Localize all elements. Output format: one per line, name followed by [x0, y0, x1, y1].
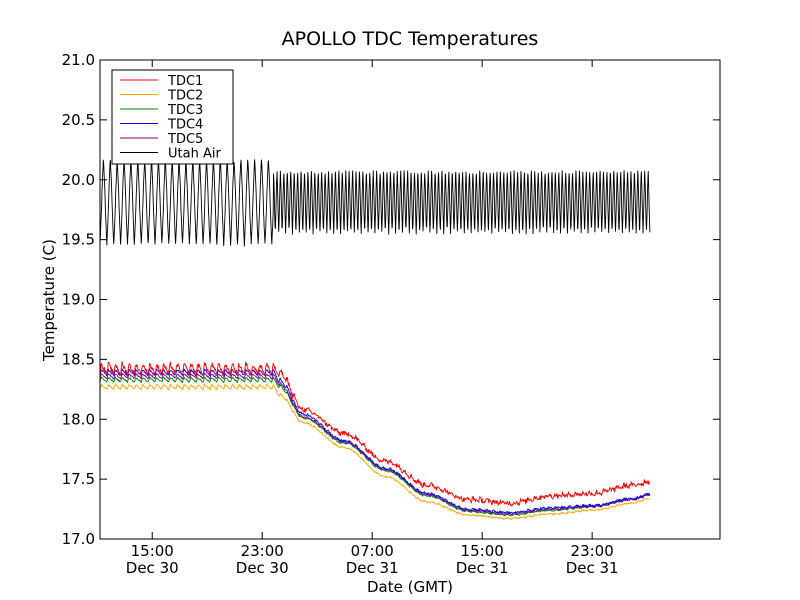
x-tick-label-time: 23:00	[571, 542, 614, 560]
legend-label: TDC2	[167, 89, 203, 104]
ticks-layer: 17.0 17.5 18.0 18.5 19.0 19.5 20.0 20.5 21.0 15:0…	[62, 51, 720, 577]
x-tick-label-date: Dec 30	[126, 559, 179, 577]
y-tick-label: 21.0	[62, 51, 95, 69]
x-tick-label-time: 15:00	[131, 542, 174, 560]
series-line-tdc5	[99, 372, 651, 516]
series-line-utah-air	[99, 158, 651, 247]
y-tick-label: 19.5	[62, 231, 95, 249]
x-axis-label: Date (GMT)	[367, 578, 453, 596]
chart-title: APOLLO TDC Temperatures	[282, 28, 539, 50]
legend-label: TDC3	[167, 103, 203, 118]
y-tick-label: 20.5	[62, 111, 95, 129]
legend-label: TDC4	[167, 118, 203, 133]
y-axis-label: Temperature (C)	[40, 239, 58, 362]
series-line-tdc4	[99, 368, 651, 514]
legend-box	[111, 69, 234, 165]
y-tick-label: 18.5	[62, 350, 95, 368]
x-tick-label-date: Dec 30	[236, 559, 289, 577]
series-line-tdc2	[99, 383, 651, 520]
x-tick-label-date: Dec 31	[456, 559, 509, 577]
series-line-tdc1	[99, 360, 651, 507]
x-tick-label-time: 15:00	[461, 542, 504, 560]
y-tick-label: 20.0	[62, 171, 95, 189]
series-layer	[99, 158, 651, 520]
legend-label: TDC1	[167, 74, 203, 89]
x-tick-label-date: Dec 31	[566, 559, 619, 577]
y-tick-label: 17.5	[62, 470, 95, 488]
y-tick-label: 18.0	[62, 410, 95, 428]
x-tick-label-date: Dec 31	[346, 559, 399, 577]
x-tick-label-time: 07:00	[351, 542, 394, 560]
series-line-tdc3	[99, 376, 650, 517]
y-tick-label: 19.0	[62, 291, 95, 309]
y-tick-label: 17.0	[62, 530, 95, 548]
x-tick-label-time: 23:00	[241, 542, 284, 560]
legend-label: Utah Air	[168, 147, 221, 162]
legend-label: TDC5	[167, 132, 203, 147]
